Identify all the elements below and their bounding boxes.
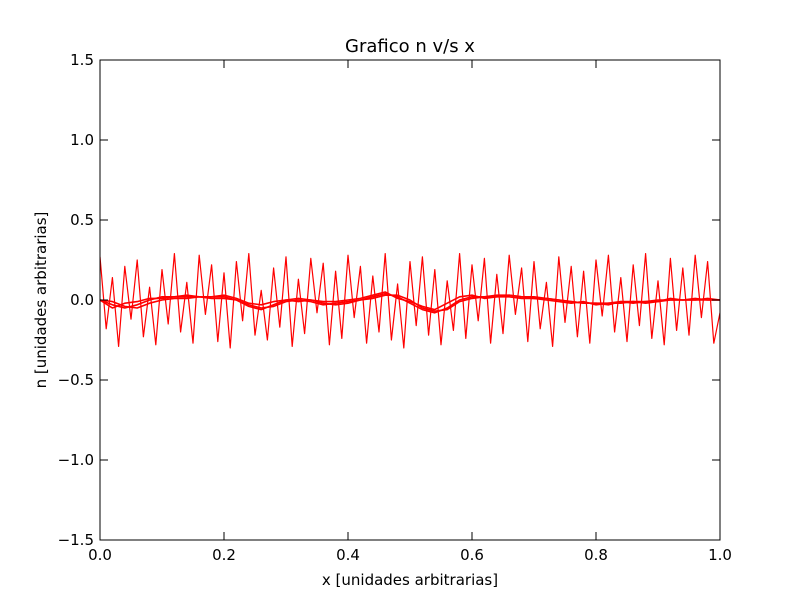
y-tick-label: 1.0	[70, 131, 94, 149]
x-tick-label: 0.6	[460, 546, 484, 564]
y-tick-label: −1.5	[58, 531, 94, 549]
chart-title: Grafico n v/s x	[345, 36, 475, 57]
x-axis-label: x [unidades arbitrarias]	[322, 571, 498, 589]
x-tick-label: 0.2	[212, 546, 236, 564]
y-tick-label: −1.0	[58, 451, 94, 469]
y-tick-label: 1.5	[70, 51, 94, 69]
series-line-0	[100, 253, 720, 349]
y-tick-label: 0.0	[70, 291, 94, 309]
x-tick-label: 0.8	[584, 546, 608, 564]
series-line-3	[100, 294, 720, 313]
x-tick-label: 0.4	[336, 546, 360, 564]
series-layer	[100, 253, 720, 349]
y-axis-ticks: −1.5 −1.0 −0.5 0.0 0.5 1.0 1.5	[58, 51, 720, 549]
y-axis-label: n [unidades arbitrarias]	[32, 212, 50, 389]
x-tick-label: 1.0	[708, 546, 732, 564]
y-tick-label: 0.5	[70, 211, 94, 229]
x-tick-label: 0.0	[88, 546, 112, 564]
y-tick-label: −0.5	[58, 371, 94, 389]
x-axis-ticks: 0.0 0.2 0.4 0.6 0.8 1.0	[88, 60, 732, 564]
